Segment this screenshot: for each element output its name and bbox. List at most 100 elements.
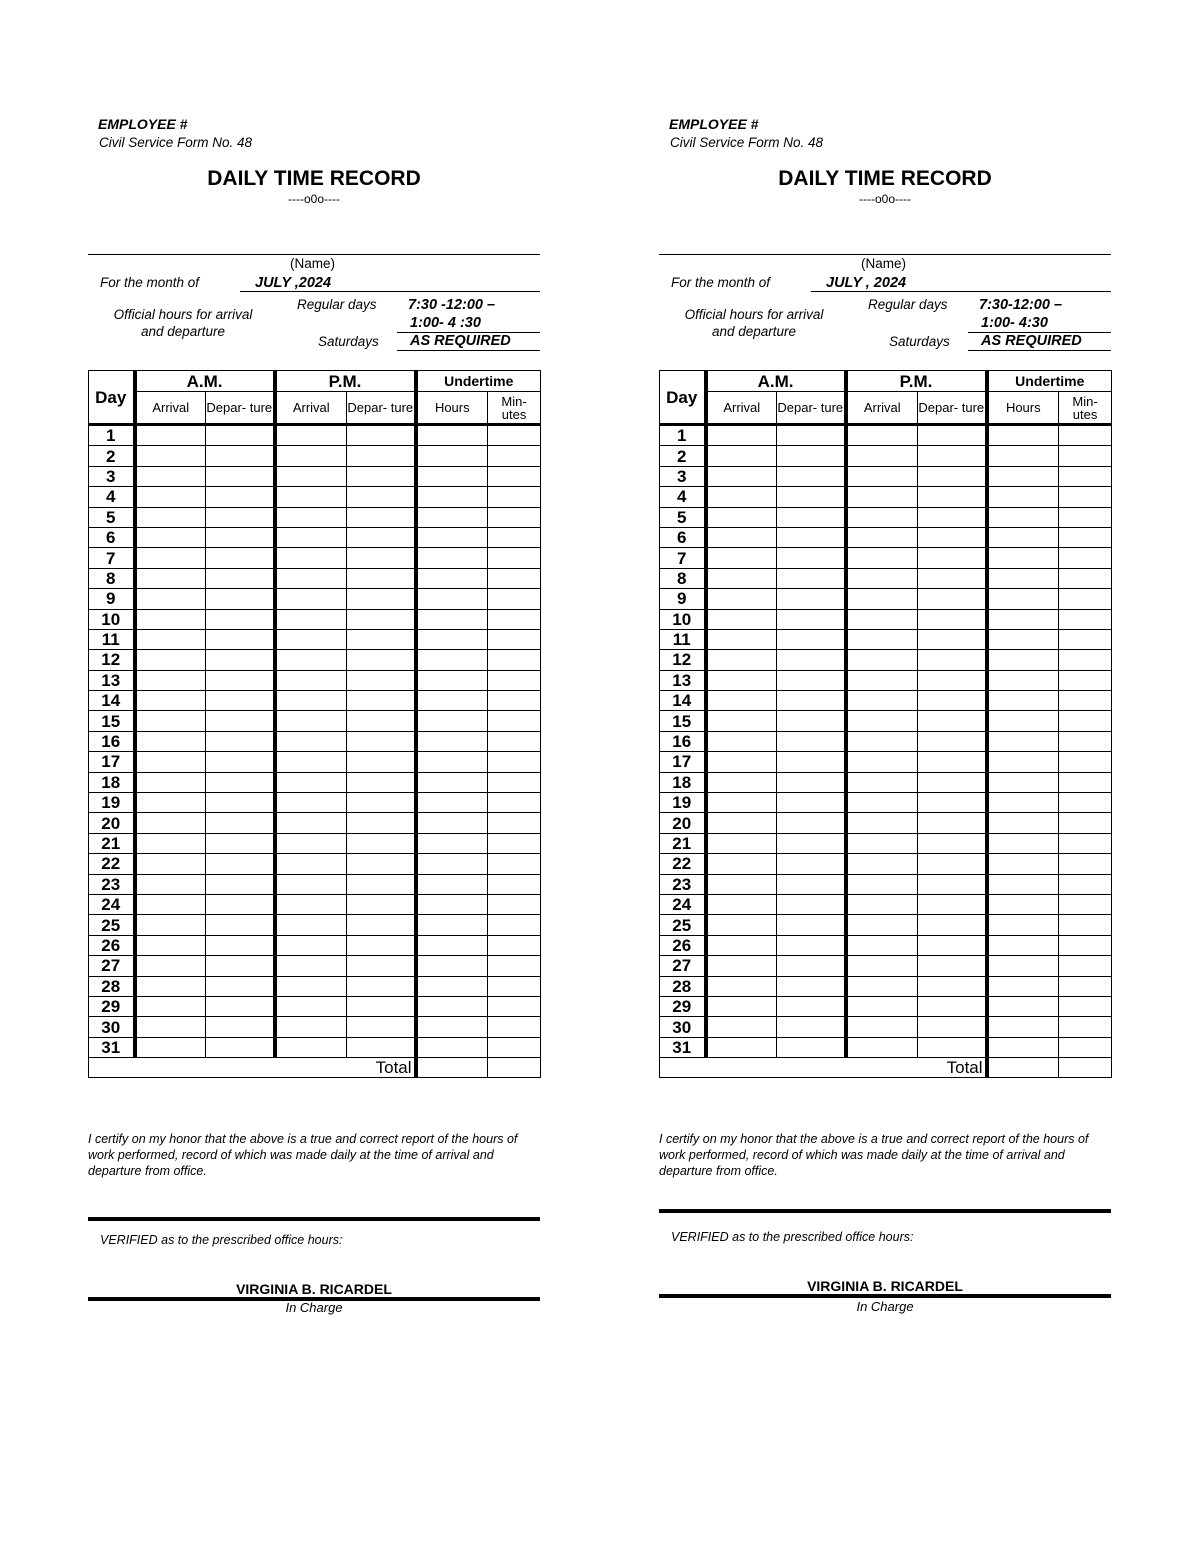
am-departure-cell[interactable] (204, 730, 276, 753)
am-departure-cell[interactable] (775, 567, 847, 590)
undertime-minutes-cell[interactable] (487, 853, 542, 875)
am-departure-cell[interactable] (775, 1036, 847, 1059)
am-arrival-cell[interactable] (132, 445, 206, 467)
pm-arrival-cell[interactable] (843, 893, 919, 916)
undertime-hours-cell[interactable] (984, 934, 1060, 957)
pm-arrival-cell[interactable] (272, 995, 348, 1018)
undertime-minutes-cell[interactable] (487, 422, 542, 447)
am-arrival-cell[interactable] (703, 526, 777, 549)
undertime-minutes-cell[interactable] (1058, 1036, 1113, 1059)
undertime-minutes-cell[interactable] (487, 832, 542, 855)
employee-signature-line[interactable] (659, 1209, 1111, 1213)
am-arrival-cell[interactable] (132, 975, 206, 997)
pm-departure-cell[interactable] (917, 893, 988, 916)
am-arrival-cell[interactable] (703, 445, 777, 467)
undertime-hours-cell[interactable] (984, 893, 1060, 916)
pm-arrival-cell[interactable] (843, 1036, 919, 1059)
undertime-minutes-cell[interactable] (487, 506, 542, 528)
am-arrival-cell[interactable] (132, 955, 206, 977)
undertime-hours-cell[interactable] (984, 853, 1060, 875)
pm-departure-cell[interactable] (346, 506, 417, 528)
pm-arrival-cell[interactable] (843, 914, 919, 936)
pm-arrival-cell[interactable] (843, 445, 919, 467)
pm-departure-cell[interactable] (346, 422, 417, 447)
am-departure-cell[interactable] (775, 771, 847, 794)
undertime-minutes-cell[interactable] (487, 588, 542, 610)
pm-arrival-cell[interactable] (272, 649, 348, 671)
am-arrival-cell[interactable] (132, 547, 206, 569)
undertime-minutes-cell[interactable] (1058, 751, 1113, 773)
am-arrival-cell[interactable] (703, 588, 777, 610)
pm-departure-cell[interactable] (917, 526, 988, 549)
undertime-hours-cell[interactable] (413, 445, 489, 467)
am-arrival-cell[interactable] (132, 690, 206, 712)
pm-arrival-cell[interactable] (272, 812, 348, 834)
am-departure-cell[interactable] (775, 486, 847, 508)
undertime-hours-cell[interactable] (984, 1036, 1060, 1059)
undertime-hours-cell[interactable] (413, 567, 489, 590)
pm-arrival-cell[interactable] (843, 853, 919, 875)
pm-departure-cell[interactable] (346, 914, 417, 936)
am-arrival-cell[interactable] (703, 628, 777, 651)
undertime-minutes-cell[interactable] (487, 751, 542, 773)
undertime-hours-cell[interactable] (984, 832, 1060, 855)
am-arrival-cell[interactable] (132, 486, 206, 508)
undertime-hours-cell[interactable] (413, 465, 489, 488)
undertime-minutes-cell[interactable] (487, 486, 542, 508)
pm-departure-cell[interactable] (917, 445, 988, 467)
am-departure-cell[interactable] (775, 526, 847, 549)
am-arrival-cell[interactable] (132, 873, 206, 895)
undertime-minutes-cell[interactable] (1058, 914, 1113, 936)
undertime-minutes-cell[interactable] (487, 567, 542, 590)
am-departure-cell[interactable] (775, 506, 847, 528)
am-arrival-cell[interactable] (132, 934, 206, 957)
am-arrival-cell[interactable] (132, 995, 206, 1018)
total-minutes-cell[interactable] (1058, 1057, 1113, 1079)
undertime-hours-cell[interactable] (413, 1016, 489, 1038)
pm-departure-cell[interactable] (917, 567, 988, 590)
undertime-hours-cell[interactable] (984, 730, 1060, 753)
pm-arrival-cell[interactable] (843, 506, 919, 528)
am-departure-cell[interactable] (204, 975, 276, 997)
undertime-minutes-cell[interactable] (1058, 628, 1113, 651)
pm-departure-cell[interactable] (346, 1016, 417, 1038)
undertime-hours-cell[interactable] (413, 751, 489, 773)
undertime-minutes-cell[interactable] (1058, 934, 1113, 957)
pm-departure-cell[interactable] (346, 526, 417, 549)
pm-departure-cell[interactable] (346, 751, 417, 773)
pm-arrival-cell[interactable] (843, 465, 919, 488)
undertime-minutes-cell[interactable] (1058, 465, 1113, 488)
am-arrival-cell[interactable] (703, 955, 777, 977)
pm-departure-cell[interactable] (346, 445, 417, 467)
am-departure-cell[interactable] (775, 955, 847, 977)
employee-signature-line[interactable] (88, 1217, 540, 1221)
pm-arrival-cell[interactable] (843, 547, 919, 569)
am-departure-cell[interactable] (775, 445, 847, 467)
am-arrival-cell[interactable] (132, 628, 206, 651)
am-arrival-cell[interactable] (703, 669, 777, 692)
pm-departure-cell[interactable] (917, 914, 988, 936)
pm-arrival-cell[interactable] (272, 1016, 348, 1038)
undertime-hours-cell[interactable] (413, 873, 489, 895)
pm-arrival-cell[interactable] (843, 832, 919, 855)
am-departure-cell[interactable] (204, 486, 276, 508)
am-departure-cell[interactable] (204, 445, 276, 467)
undertime-hours-cell[interactable] (413, 506, 489, 528)
am-arrival-cell[interactable] (703, 792, 777, 814)
am-departure-cell[interactable] (775, 853, 847, 875)
pm-departure-cell[interactable] (346, 1036, 417, 1059)
am-departure-cell[interactable] (775, 730, 847, 753)
am-departure-cell[interactable] (775, 832, 847, 855)
am-departure-cell[interactable] (204, 1036, 276, 1059)
pm-departure-cell[interactable] (917, 628, 988, 651)
undertime-minutes-cell[interactable] (487, 975, 542, 997)
undertime-hours-cell[interactable] (413, 914, 489, 936)
am-departure-cell[interactable] (204, 853, 276, 875)
undertime-hours-cell[interactable] (413, 832, 489, 855)
undertime-minutes-cell[interactable] (487, 792, 542, 814)
undertime-minutes-cell[interactable] (1058, 608, 1113, 630)
am-arrival-cell[interactable] (132, 832, 206, 855)
pm-departure-cell[interactable] (346, 465, 417, 488)
pm-arrival-cell[interactable] (843, 812, 919, 834)
am-departure-cell[interactable] (204, 465, 276, 488)
